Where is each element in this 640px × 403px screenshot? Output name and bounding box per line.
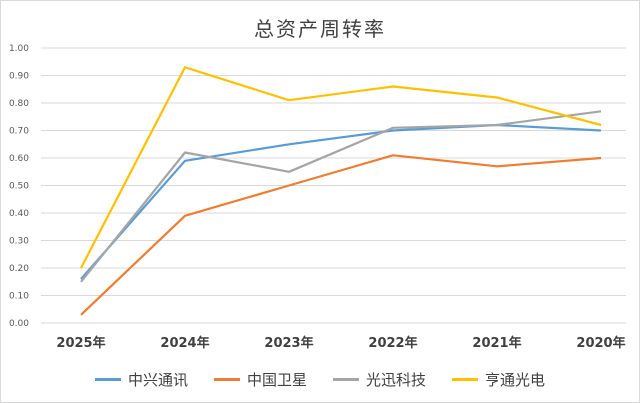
y-tick-label: 0.90 [9,72,29,82]
y-tick-label: 0.60 [9,154,29,164]
legend-swatch [213,378,240,381]
y-tick-label: 0.30 [9,237,29,247]
legend-label: 光迅科技 [366,371,427,389]
legend-item-1: 中兴通讯 [94,369,188,390]
x-tick-label: 2020年 [576,335,625,351]
series-line-2 [80,154,602,316]
legend-item-2: 中国卫星 [213,369,307,390]
x-tick-label: 2021年 [472,335,521,351]
legend-label: 中国卫星 [246,371,307,389]
x-tick-label: 2025年 [56,335,105,351]
x-tick-label: 2024年 [160,335,209,351]
y-tick-label: 0.20 [9,264,29,274]
legend-swatch [333,378,359,381]
series-line-3 [80,110,602,283]
legend-item-3: 光迅科技 [333,369,426,390]
y-tick-label: 0.70 [9,127,29,137]
series-line-4 [80,66,602,269]
legend-swatch [452,378,479,381]
chart-title: 总资产周转率 [254,17,386,41]
x-tick-label: 2023年 [264,335,313,351]
series-line-1 [80,123,602,280]
legend-swatch [94,378,121,381]
x-tick-label: 2022年 [368,335,417,351]
y-tick-label: 0.00 [9,319,29,329]
y-tick-label: 1.00 [9,44,29,54]
y-tick-label: 0.80 [9,99,29,109]
y-tick-label: 0.10 [9,292,29,302]
chart-legend: 中兴通讯 中国卫星 光迅科技 亨通光电 [1,369,639,390]
legend-label: 中兴通讯 [127,371,188,389]
legend-item-4: 亨通光电 [452,369,545,390]
legend-label: 亨通光电 [485,371,546,389]
y-tick-label: 0.50 [9,182,29,192]
y-tick-label: 0.40 [9,209,29,219]
